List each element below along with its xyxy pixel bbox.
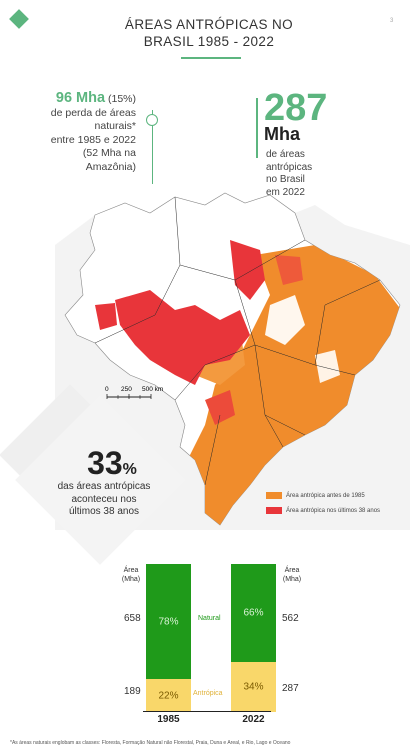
loss-pointer-line — [152, 110, 153, 184]
legend-swatch-before-1985 — [266, 492, 282, 499]
bar-2022-anthropic-pct: 34% — [243, 681, 264, 693]
recent-description: das áreas antrópicas aconteceu nos últim… — [30, 481, 178, 519]
bar-1985-natural-pct: 78% — [158, 616, 179, 627]
natural-1985-mha: 658 — [124, 613, 141, 624]
total-line-1: de áreas — [266, 149, 305, 160]
year-1985-label: 1985 — [157, 714, 180, 725]
anthropic-last-38-area — [95, 303, 117, 330]
anthropic-before-1985-area — [185, 245, 400, 525]
left-axis-header: Área (Mha) — [116, 566, 146, 584]
anthropic-series-label: Antrópica — [193, 690, 223, 697]
page-number: 3 — [390, 18, 394, 24]
scale-label-0: 0 — [105, 386, 109, 393]
loss-line-2: naturais* — [94, 120, 136, 132]
right-header-line-2: (Mha) — [282, 576, 302, 583]
legend-item: Área antrópica nos últimos 38 anos — [266, 507, 380, 514]
page-title: ÁREAS ANTRÓPICAS NO BRASIL 1985 - 2022 — [0, 16, 418, 50]
legend-label: Área antrópica antes de 1985 — [286, 492, 365, 499]
loss-line-3: entre 1985 e 2022 — [50, 133, 136, 146]
legend-swatch-last-38 — [266, 507, 282, 514]
bar-1985-anthropic-segment: 22% — [146, 679, 191, 712]
bar-2022-natural-pct: 66% — [243, 607, 264, 619]
total-line-2: antrópicas — [266, 161, 313, 173]
anthropic-last-38-area — [115, 290, 250, 385]
recent-percent: 33% — [52, 445, 172, 482]
legend-label: Área antrópica nos últimos 38 anos — [286, 507, 381, 514]
title-line-2: BRASIL 1985 - 2022 — [143, 34, 275, 49]
loss-line-4: (52 Mha na — [82, 147, 136, 159]
right-axis-header: Área (Mha) — [277, 566, 307, 584]
loss-line-5: Amazônia) — [85, 160, 136, 173]
year-2022-label: 2022 — [242, 714, 265, 725]
recent-value: 33 — [87, 445, 123, 481]
scale-label-250: 250 — [121, 386, 132, 393]
bar-1985: 78% 22% — [146, 564, 191, 712]
bar-2022-anthropic-segment: 34% — [231, 662, 276, 712]
bar-1985-natural-segment: 78% — [146, 564, 191, 679]
anthropic-2022-mha: 287 — [282, 683, 299, 694]
recent-line-3: últimos 38 anos — [68, 506, 140, 517]
anthropic-last-38-area — [230, 240, 265, 300]
left-header-line-2: (Mha) — [121, 576, 141, 583]
total-line-3: no Brasil — [266, 174, 305, 185]
title-line-1: ÁREAS ANTRÓPICAS NO — [124, 17, 294, 32]
bar-2022: 66% 34% — [231, 564, 276, 712]
anthropic-last-38-area — [205, 390, 235, 425]
natural-2022-mha: 562 — [282, 613, 299, 624]
left-header-line-1: Área — [123, 567, 139, 574]
total-line-4: em 2022 — [266, 186, 305, 198]
loss-value: 96 Mha — [55, 90, 106, 106]
natural-patch — [315, 350, 340, 383]
footnote: *As áreas naturais englobam as classes: … — [10, 740, 291, 746]
total-value: 287 — [264, 87, 328, 129]
scale-label-500: 500 km — [142, 386, 163, 393]
natural-series-label: Natural — [198, 615, 221, 622]
recent-unit: % — [122, 461, 137, 478]
recent-line-1: das áreas antrópicas — [57, 481, 151, 492]
bar-baseline — [143, 711, 271, 712]
loss-percent: (15%) — [107, 93, 136, 105]
natural-patch — [265, 295, 305, 345]
right-header-line-1: Área — [284, 567, 300, 574]
loss-stat: 96 Mha (15%) de perda de áreas naturais*… — [18, 90, 136, 174]
scale-bar: 0 250 500 km — [105, 386, 163, 399]
bar-2022-natural-segment: 66% — [231, 564, 276, 662]
anthropic-1985-mha: 189 — [124, 686, 141, 697]
anthropic-last-38-area — [275, 255, 303, 285]
loss-line-1: de perda de áreas — [50, 106, 136, 119]
legend-item: Área antrópica antes de 1985 — [266, 492, 380, 499]
state-borders — [94, 196, 381, 486]
bar-1985-anthropic-pct: 22% — [158, 690, 179, 701]
total-description: de áreas antrópicas no Brasil em 2022 — [266, 149, 386, 199]
total-unit: Mha — [264, 124, 300, 144]
loss-pointer-dot-icon — [146, 114, 158, 126]
map-legend: Área antrópica antes de 1985 Área antróp… — [266, 492, 380, 514]
title-underline — [181, 57, 241, 59]
total-accent-bar — [256, 98, 258, 158]
recent-line-2: aconteceu nos — [71, 493, 137, 505]
